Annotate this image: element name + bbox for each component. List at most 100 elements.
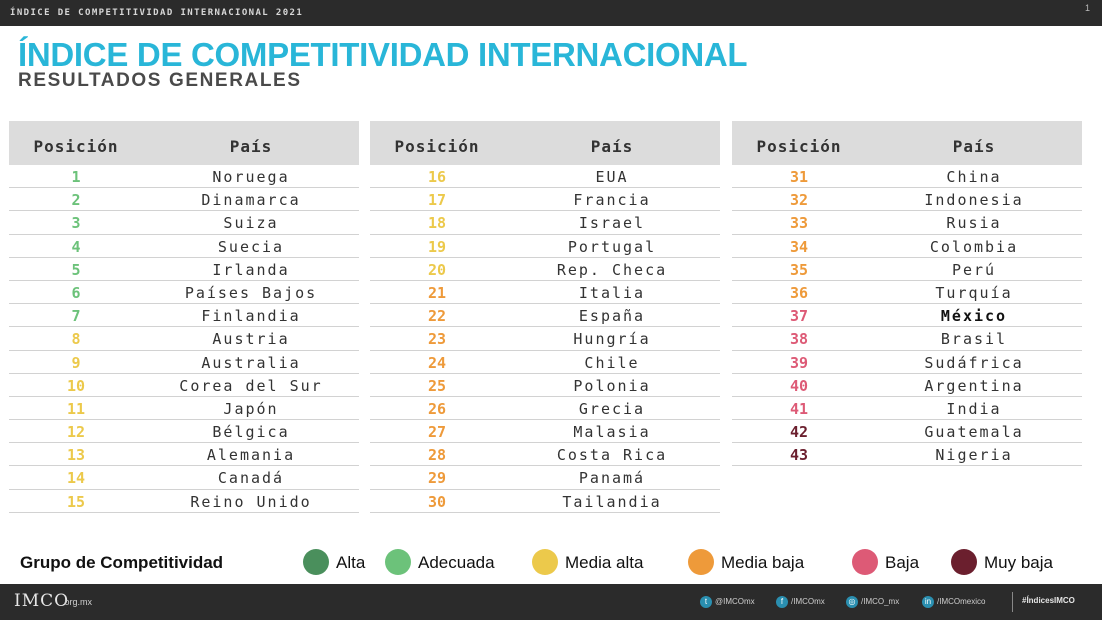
- table-row: 24 Chile: [370, 351, 720, 374]
- table-header: Posición País: [370, 121, 720, 165]
- table-body: 16 EUA 17 Francia 18 Israel 19 Portugal 20 Rep. C…: [370, 165, 720, 513]
- table-row: 28 Costa Rica: [370, 443, 720, 467]
- social-handle: /IMCOmx: [791, 597, 825, 606]
- position-number: 11: [66, 399, 86, 418]
- table-row: 33 Rusia: [732, 211, 1082, 235]
- country-name: Noruega: [212, 168, 290, 186]
- position-number: 39: [789, 353, 809, 372]
- position-number: 43: [789, 446, 809, 465]
- country-name: Grecia: [578, 399, 646, 418]
- position-number: 38: [789, 330, 809, 349]
- country-name: Nigeria: [935, 446, 1013, 465]
- legend-label: Muy baja: [984, 553, 1053, 572]
- table-row: 29 Panamá: [370, 466, 720, 490]
- legend-dot-muy-baja: [951, 549, 977, 575]
- legend-dot-media-baja: [688, 549, 714, 575]
- country-name: Sudáfrica: [924, 353, 1024, 372]
- linkedin-icon: in: [922, 596, 934, 608]
- position-number: 17: [427, 191, 447, 210]
- table-row: 16 EUA: [370, 165, 720, 189]
- legend: Grupo de Competitividad Alta Adecuada Me…: [0, 544, 1102, 578]
- position-number: 1: [71, 168, 81, 186]
- country-name: India: [946, 399, 1002, 418]
- imco-logo[interactable]: IMCO: [14, 591, 70, 611]
- page-subtitle: RESULTADOS GENERALES: [18, 70, 302, 91]
- table-row: 39 Sudáfrica: [732, 351, 1082, 374]
- country-name: Panamá: [578, 469, 646, 488]
- position-number: 18: [427, 214, 447, 233]
- country-name: Turquía: [935, 283, 1013, 302]
- table-row: 13 Alemania: [9, 443, 359, 467]
- legend-label: Media baja: [721, 553, 805, 572]
- country-name: Australia: [201, 353, 301, 372]
- table-row: 6 Países Bajos: [9, 281, 359, 305]
- social-handle: /IMCO_mx: [861, 597, 900, 606]
- position-number: 35: [789, 260, 809, 279]
- country-name: México: [940, 307, 1008, 326]
- country-name: Polonia: [573, 376, 651, 395]
- table-row: 22 España: [370, 304, 720, 328]
- position-number: 41: [789, 399, 809, 418]
- table-row: 12 Bélgica: [9, 420, 359, 444]
- position-number: 2: [71, 191, 81, 210]
- country-name: Malasia: [573, 423, 651, 442]
- position-number: 10: [66, 376, 86, 395]
- country-name: Israel: [578, 214, 646, 233]
- social-handle: /IMCOmexico: [937, 597, 986, 606]
- position-number: 16: [427, 168, 447, 186]
- legend-label: Baja: [885, 553, 920, 572]
- table-row: 30 Tailandia: [370, 490, 720, 513]
- table-row: 23 Hungría: [370, 327, 720, 351]
- ranking-table-3: Posición País 31 China 32 Indonesia 33 Rusia 3…: [732, 121, 1082, 467]
- legend-dot-baja: [852, 549, 878, 575]
- position-number: 15: [66, 492, 86, 511]
- table-row: 27 Malasia: [370, 420, 720, 444]
- facebook-icon: f: [776, 596, 788, 608]
- position-number: 13: [66, 446, 86, 465]
- table-header: Posición País: [9, 121, 359, 165]
- table-row: 15 Reino Unido: [9, 490, 359, 513]
- position-number: 24: [427, 353, 447, 372]
- table-row: 36 Turquía: [732, 281, 1082, 305]
- legend-title: Grupo de Competitividad: [20, 553, 224, 572]
- country-name: Bélgica: [212, 423, 290, 442]
- table-row: 34 Colombia: [732, 235, 1082, 258]
- country-name: Alemania: [206, 446, 296, 465]
- country-name: Rep. Checa: [556, 260, 668, 279]
- position-number: 7: [71, 307, 81, 326]
- position-number: 8: [71, 330, 81, 349]
- table-row: 8 Austria: [9, 327, 359, 351]
- hashtag: #ÍndicesIMCO: [1022, 596, 1075, 605]
- ranking-table-1: Posición País 1 Noruega 2 Dinamarca 3 Suiza 4 S…: [9, 121, 359, 513]
- table-row: 3 Suiza: [9, 211, 359, 235]
- position-number: 33: [789, 214, 809, 233]
- country-name: Colombia: [929, 237, 1019, 256]
- table-row: 21 Italia: [370, 281, 720, 305]
- position-number: 22: [427, 307, 447, 326]
- table-row: 25 Polonia: [370, 374, 720, 397]
- table-row: 4 Suecia: [9, 235, 359, 258]
- country-name: Reino Unido: [190, 492, 312, 511]
- header-position: Posición: [394, 137, 480, 156]
- country-name: Brasil: [940, 330, 1008, 349]
- table-row: 20 Rep. Checa: [370, 258, 720, 281]
- footer-divider: [1012, 592, 1013, 612]
- table-row: 1 Noruega: [9, 165, 359, 189]
- position-number: 23: [427, 330, 447, 349]
- header-position: Posición: [33, 137, 119, 156]
- country-name: Rusia: [946, 214, 1002, 233]
- position-number: 30: [427, 492, 447, 511]
- legend-dot-alta: [303, 549, 329, 575]
- table-row: 32 Indonesia: [732, 188, 1082, 212]
- logo-domain: .org.mx: [62, 597, 93, 607]
- position-number: 40: [789, 376, 809, 395]
- position-number: 6: [71, 283, 81, 302]
- position-number: 37: [789, 307, 809, 326]
- table-row: 31 China: [732, 165, 1082, 189]
- table-row: 40 Argentina: [732, 374, 1082, 397]
- country-name: Irlanda: [212, 260, 290, 279]
- table-row: 14 Canadá: [9, 466, 359, 490]
- position-number: 9: [71, 353, 81, 372]
- country-name: Francia: [573, 191, 651, 210]
- position-number: 20: [427, 260, 447, 279]
